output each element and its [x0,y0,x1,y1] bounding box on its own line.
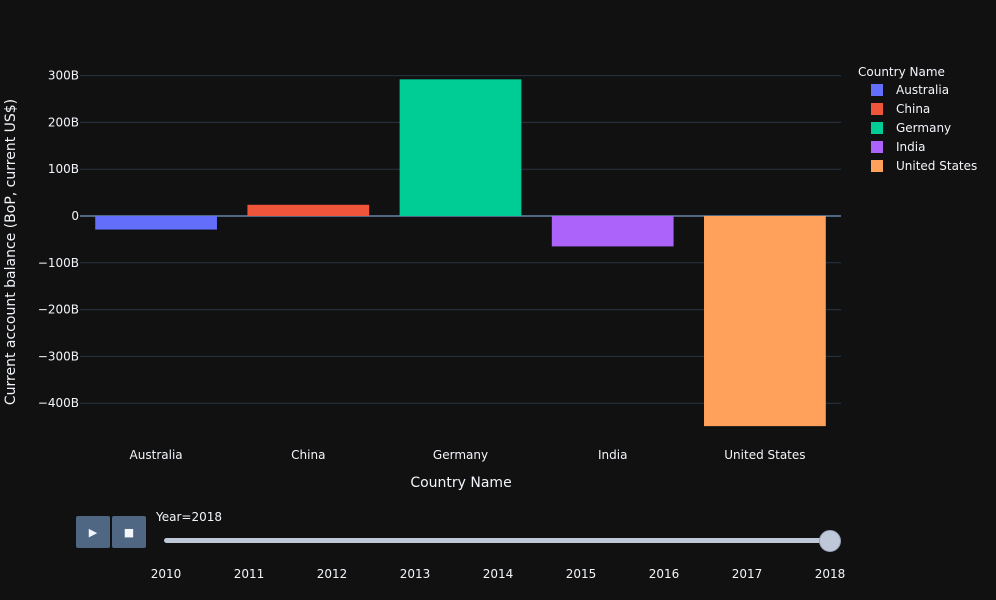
legend-label: Australia [896,83,949,97]
slider-tick-2017[interactable]: 2017 [731,567,763,581]
x-tick-label: United States [724,448,805,462]
slider-tick-2011[interactable]: 2011 [233,567,265,581]
slider-tick-2013[interactable]: 2013 [399,567,431,581]
y-tick-labels: 300B 200B 100B 0 −100B −200B −300B −400B [38,69,79,411]
x-tick-labels: Australia China Germany India United States [130,448,806,462]
y-tick-label: −200B [38,303,79,317]
y-axis-title: Current account balance (BoP, current US… [3,99,19,405]
legend[interactable]: Country Name Australia China Germany India U… [858,65,977,173]
bar-china[interactable] [247,204,370,216]
bar-india[interactable] [551,216,674,247]
legend-item-germany[interactable]: Germany [871,121,951,135]
bar-germany[interactable] [399,79,522,217]
legend-swatch [871,84,883,96]
legend-item-china[interactable]: China [871,102,930,116]
y-tick-label: 100B [48,162,79,176]
slider-tick-2014[interactable]: 2014 [482,567,514,581]
y-tick-label: 300B [48,69,79,83]
legend-label: Germany [896,121,951,135]
slider-tick-2010[interactable]: 2010 [150,567,182,581]
y-tick-label: −400B [38,396,79,410]
legend-item-india[interactable]: India [871,140,925,154]
legend-swatch [871,141,883,153]
legend-title: Country Name [858,65,945,79]
legend-swatch [871,122,883,134]
legend-label: India [896,140,925,154]
year-slider-track[interactable] [164,538,832,543]
bar-australia[interactable] [95,216,217,230]
x-tick-label: Germany [433,448,488,462]
legend-swatch [871,160,883,172]
legend-item-united-states[interactable]: United States [871,159,977,173]
legend-item-australia[interactable]: Australia [871,83,949,97]
x-tick-label: Australia [130,448,183,462]
stop-icon: ■ [123,525,135,539]
play-button[interactable]: ▶ [76,516,110,548]
slider-tick-2018[interactable]: 2018 [814,567,846,581]
slider-tick-2012[interactable]: 2012 [316,567,348,581]
y-tick-label: −300B [38,349,79,363]
play-icon: ▶ [88,525,98,539]
legend-swatch [871,103,883,115]
y-tick-label: 0 [71,209,79,223]
y-tick-label: −100B [38,256,79,270]
legend-label: China [896,102,930,116]
bars [95,79,826,427]
slider-tick-2015[interactable]: 2015 [565,567,597,581]
bar-united-states[interactable] [704,216,826,427]
x-tick-label: India [598,448,627,462]
y-tick-label: 200B [48,115,79,129]
bar-chart: 300B 200B 100B 0 −100B −200B −300B −400B Austra… [3,65,977,491]
stop-button[interactable]: ■ [112,516,146,548]
x-axis-title: Country Name [410,475,511,491]
year-slider-handle[interactable] [819,530,841,552]
slider-current-value: Year=2018 [156,510,222,524]
legend-label: United States [896,159,977,173]
x-tick-label: China [291,448,325,462]
slider-tick-2016[interactable]: 2016 [648,567,680,581]
